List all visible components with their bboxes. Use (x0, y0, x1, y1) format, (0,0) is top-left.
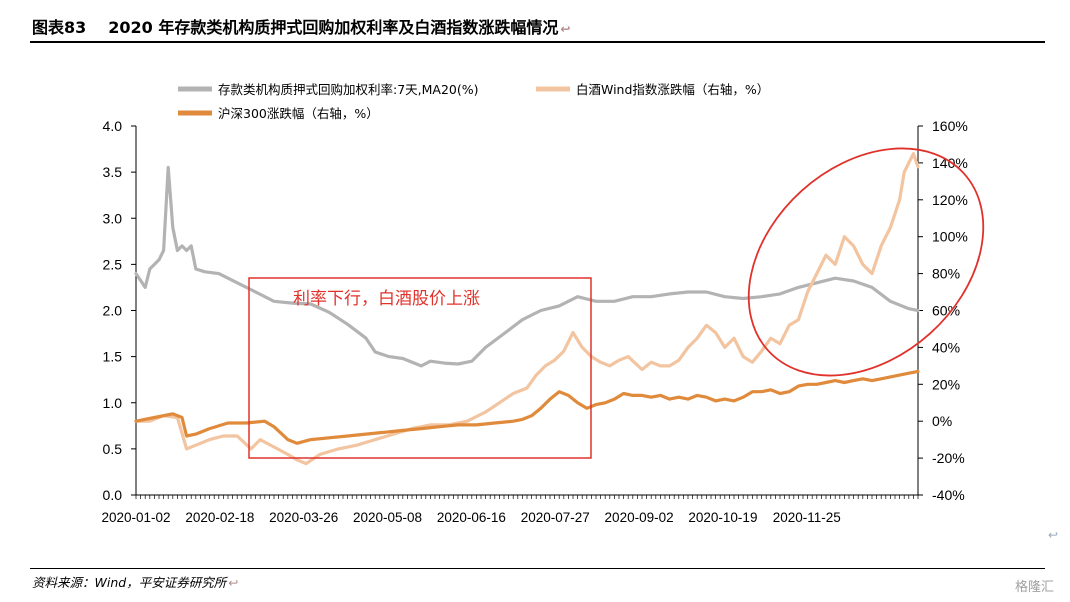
y-left-tick-label: 4.0 (103, 118, 123, 134)
figure-title: 图表83 2020 年存款类机构质押式回购加权利率及白酒指数涨跌幅情况 ↩ (32, 14, 570, 38)
annotation-ellipse (747, 147, 985, 377)
annotation-box (248, 277, 592, 459)
x-tick-label: 2020-03-26 (269, 510, 338, 525)
bottom-rule (30, 568, 1045, 569)
watermark: 格隆汇 (1014, 580, 1054, 595)
x-tick-label: 2020-11-25 (773, 510, 841, 525)
y-right-tick-label: 20% (932, 376, 960, 392)
top-rule (30, 41, 1045, 43)
series-line-baijiu (134, 152, 920, 466)
x-tick-label: 2020-09-02 (605, 510, 674, 525)
source-text: 资料来源：Wind，平安证券研究所 (32, 575, 227, 590)
return-mark: ↩ (560, 22, 571, 36)
x-tick-label: 2020-01-02 (101, 510, 170, 525)
y-right-tick-label: -40% (932, 487, 965, 503)
series-line-hs300 (134, 369, 920, 445)
x-tick-label: 2020-10-19 (688, 510, 757, 525)
y-left-tick-label: 1.5 (103, 349, 123, 365)
figure-number: 图表83 (32, 18, 87, 37)
x-tick-label: 2020-07-27 (521, 510, 590, 525)
legend-label-rate: 存款类机构质押式回购加权利率:7天,MA20(%) (218, 82, 479, 97)
y-right-tick-label: 120% (932, 192, 968, 208)
figure-title-text: 2020 年存款类机构质押式回购加权利率及白酒指数涨跌幅情况 (108, 18, 559, 37)
legend: 存款类机构质押式回购加权利率:7天,MA20(%) 白酒Wind指数涨跌幅（右轴… (178, 82, 769, 121)
y-right-tick-label: 80% (932, 266, 960, 282)
y-right-tick-label: 0% (932, 413, 952, 429)
y-left-tick-label: 0.0 (103, 487, 123, 503)
axes: 0.0 0.5 1.0 1.5 2.0 2.5 3.0 3.5 4.0 -40% -20% 0% 20%… (101, 118, 967, 525)
y-right-tick-label: -20% (932, 450, 965, 466)
y-right-tick-label: 140% (932, 155, 968, 171)
legend-label-hs300: 沪深300涨跌幅（右轴，%） (218, 106, 379, 121)
y-left-tick-label: 3.0 (103, 210, 123, 226)
legend-label-baijiu: 白酒Wind指数涨跌幅（右轴，%） (576, 82, 769, 97)
return-mark-3: ↩ (228, 576, 239, 590)
series-line-rate (134, 165, 920, 368)
y-left-tick-label: 0.5 (103, 441, 123, 457)
source-note: 资料来源：Wind，平安证券研究所 ↩ (32, 572, 238, 591)
y-right-tick-label: 40% (932, 339, 960, 355)
annotation-text: 利率下行，白酒股价上涨 (293, 289, 480, 309)
annotation: 利率下行，白酒股价上涨 (248, 147, 985, 459)
series-layer (134, 152, 920, 466)
y-left-tick-label: 2.5 (103, 256, 123, 272)
x-tick-label: 2020-05-08 (353, 510, 422, 525)
y-right-tick-label: 60% (932, 303, 960, 319)
x-tick-label: 2020-02-18 (185, 510, 254, 525)
return-mark-2: ↩ (1048, 528, 1059, 542)
x-tick-label: 2020-06-16 (437, 510, 506, 525)
y-right-tick-label: 100% (932, 229, 968, 245)
y-right-tick-label: 160% (932, 118, 968, 134)
y-left-tick-label: 3.5 (103, 164, 123, 180)
y-left-tick-label: 2.0 (103, 303, 123, 319)
y-left-tick-label: 1.0 (103, 395, 123, 411)
